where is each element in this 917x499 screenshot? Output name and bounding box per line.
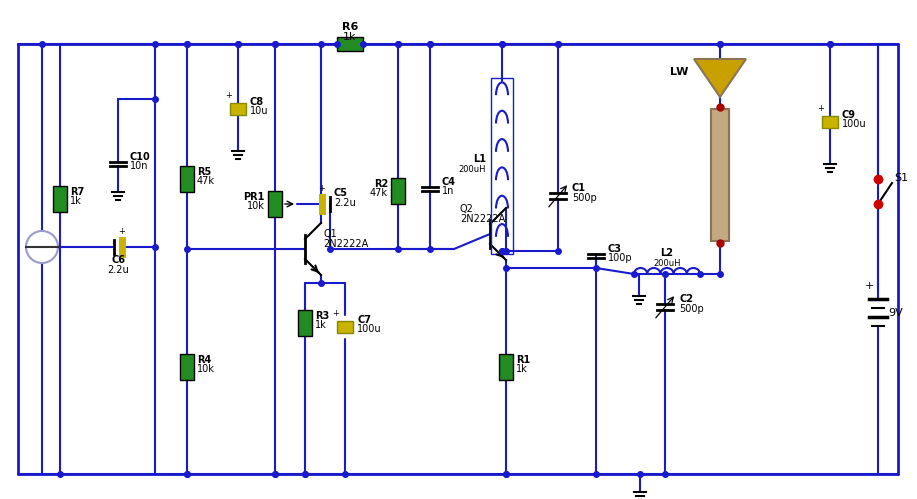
Text: 10k: 10k — [197, 364, 215, 374]
Text: L1: L1 — [473, 154, 486, 164]
Text: 100u: 100u — [842, 119, 867, 129]
Text: 500p: 500p — [679, 304, 703, 314]
Bar — [711, 109, 729, 241]
Text: 1k: 1k — [516, 364, 528, 374]
Text: +: + — [318, 184, 326, 193]
Text: 1k: 1k — [315, 320, 326, 330]
Text: C5: C5 — [334, 188, 348, 198]
Text: 9V: 9V — [888, 308, 902, 318]
Bar — [53, 186, 67, 212]
Text: +: + — [865, 281, 874, 291]
Text: 1k: 1k — [343, 32, 357, 42]
Text: 10u: 10u — [250, 106, 269, 116]
Text: C2: C2 — [679, 294, 693, 304]
Text: C3: C3 — [608, 244, 622, 254]
Text: 47k: 47k — [370, 188, 388, 198]
Text: 1n: 1n — [442, 186, 455, 196]
Text: 200uH: 200uH — [458, 165, 486, 174]
Text: R3: R3 — [315, 311, 329, 321]
Text: PR1: PR1 — [244, 192, 265, 202]
Bar — [822, 116, 838, 128]
Text: Q2: Q2 — [460, 204, 474, 214]
Text: S1: S1 — [894, 173, 908, 183]
Bar — [180, 354, 194, 380]
Text: 200uH: 200uH — [653, 259, 680, 268]
Bar — [180, 166, 194, 192]
Text: 500p: 500p — [572, 193, 597, 203]
Bar — [337, 37, 363, 51]
Text: C4: C4 — [442, 177, 456, 187]
Polygon shape — [694, 59, 746, 97]
Text: 100p: 100p — [608, 253, 633, 263]
Text: C7: C7 — [357, 315, 371, 325]
Text: +: + — [333, 309, 339, 318]
Text: C9: C9 — [842, 110, 856, 120]
Text: 2.2u: 2.2u — [107, 265, 129, 275]
Bar — [499, 354, 513, 380]
Text: 10k: 10k — [247, 201, 265, 211]
Text: R7: R7 — [70, 187, 84, 197]
Bar — [391, 178, 405, 204]
Bar — [298, 310, 312, 336]
Text: 47k: 47k — [197, 176, 215, 186]
Text: +: + — [226, 91, 232, 100]
Text: 2N2222A: 2N2222A — [460, 214, 505, 224]
Text: +: + — [118, 227, 126, 236]
Text: 2N2222A: 2N2222A — [323, 239, 369, 249]
Text: +: + — [818, 104, 824, 113]
Text: C6: C6 — [111, 255, 125, 265]
Text: 1k: 1k — [70, 196, 82, 206]
Text: R4: R4 — [197, 355, 211, 365]
Text: R6: R6 — [342, 22, 359, 32]
Text: C1: C1 — [572, 183, 586, 193]
Bar — [268, 191, 282, 217]
Text: 10n: 10n — [130, 161, 149, 171]
Text: R5: R5 — [197, 167, 211, 177]
Bar — [337, 321, 353, 333]
Text: 100u: 100u — [357, 324, 381, 334]
Text: C10: C10 — [130, 152, 150, 162]
Bar — [491, 78, 513, 254]
Text: C8: C8 — [250, 97, 264, 107]
Text: LW: LW — [669, 67, 688, 77]
Text: L2: L2 — [660, 248, 673, 258]
Bar — [230, 103, 246, 115]
Text: R2: R2 — [374, 179, 388, 189]
Text: Q1: Q1 — [323, 229, 337, 239]
Text: R1: R1 — [516, 355, 530, 365]
Text: 2.2u: 2.2u — [334, 198, 356, 208]
